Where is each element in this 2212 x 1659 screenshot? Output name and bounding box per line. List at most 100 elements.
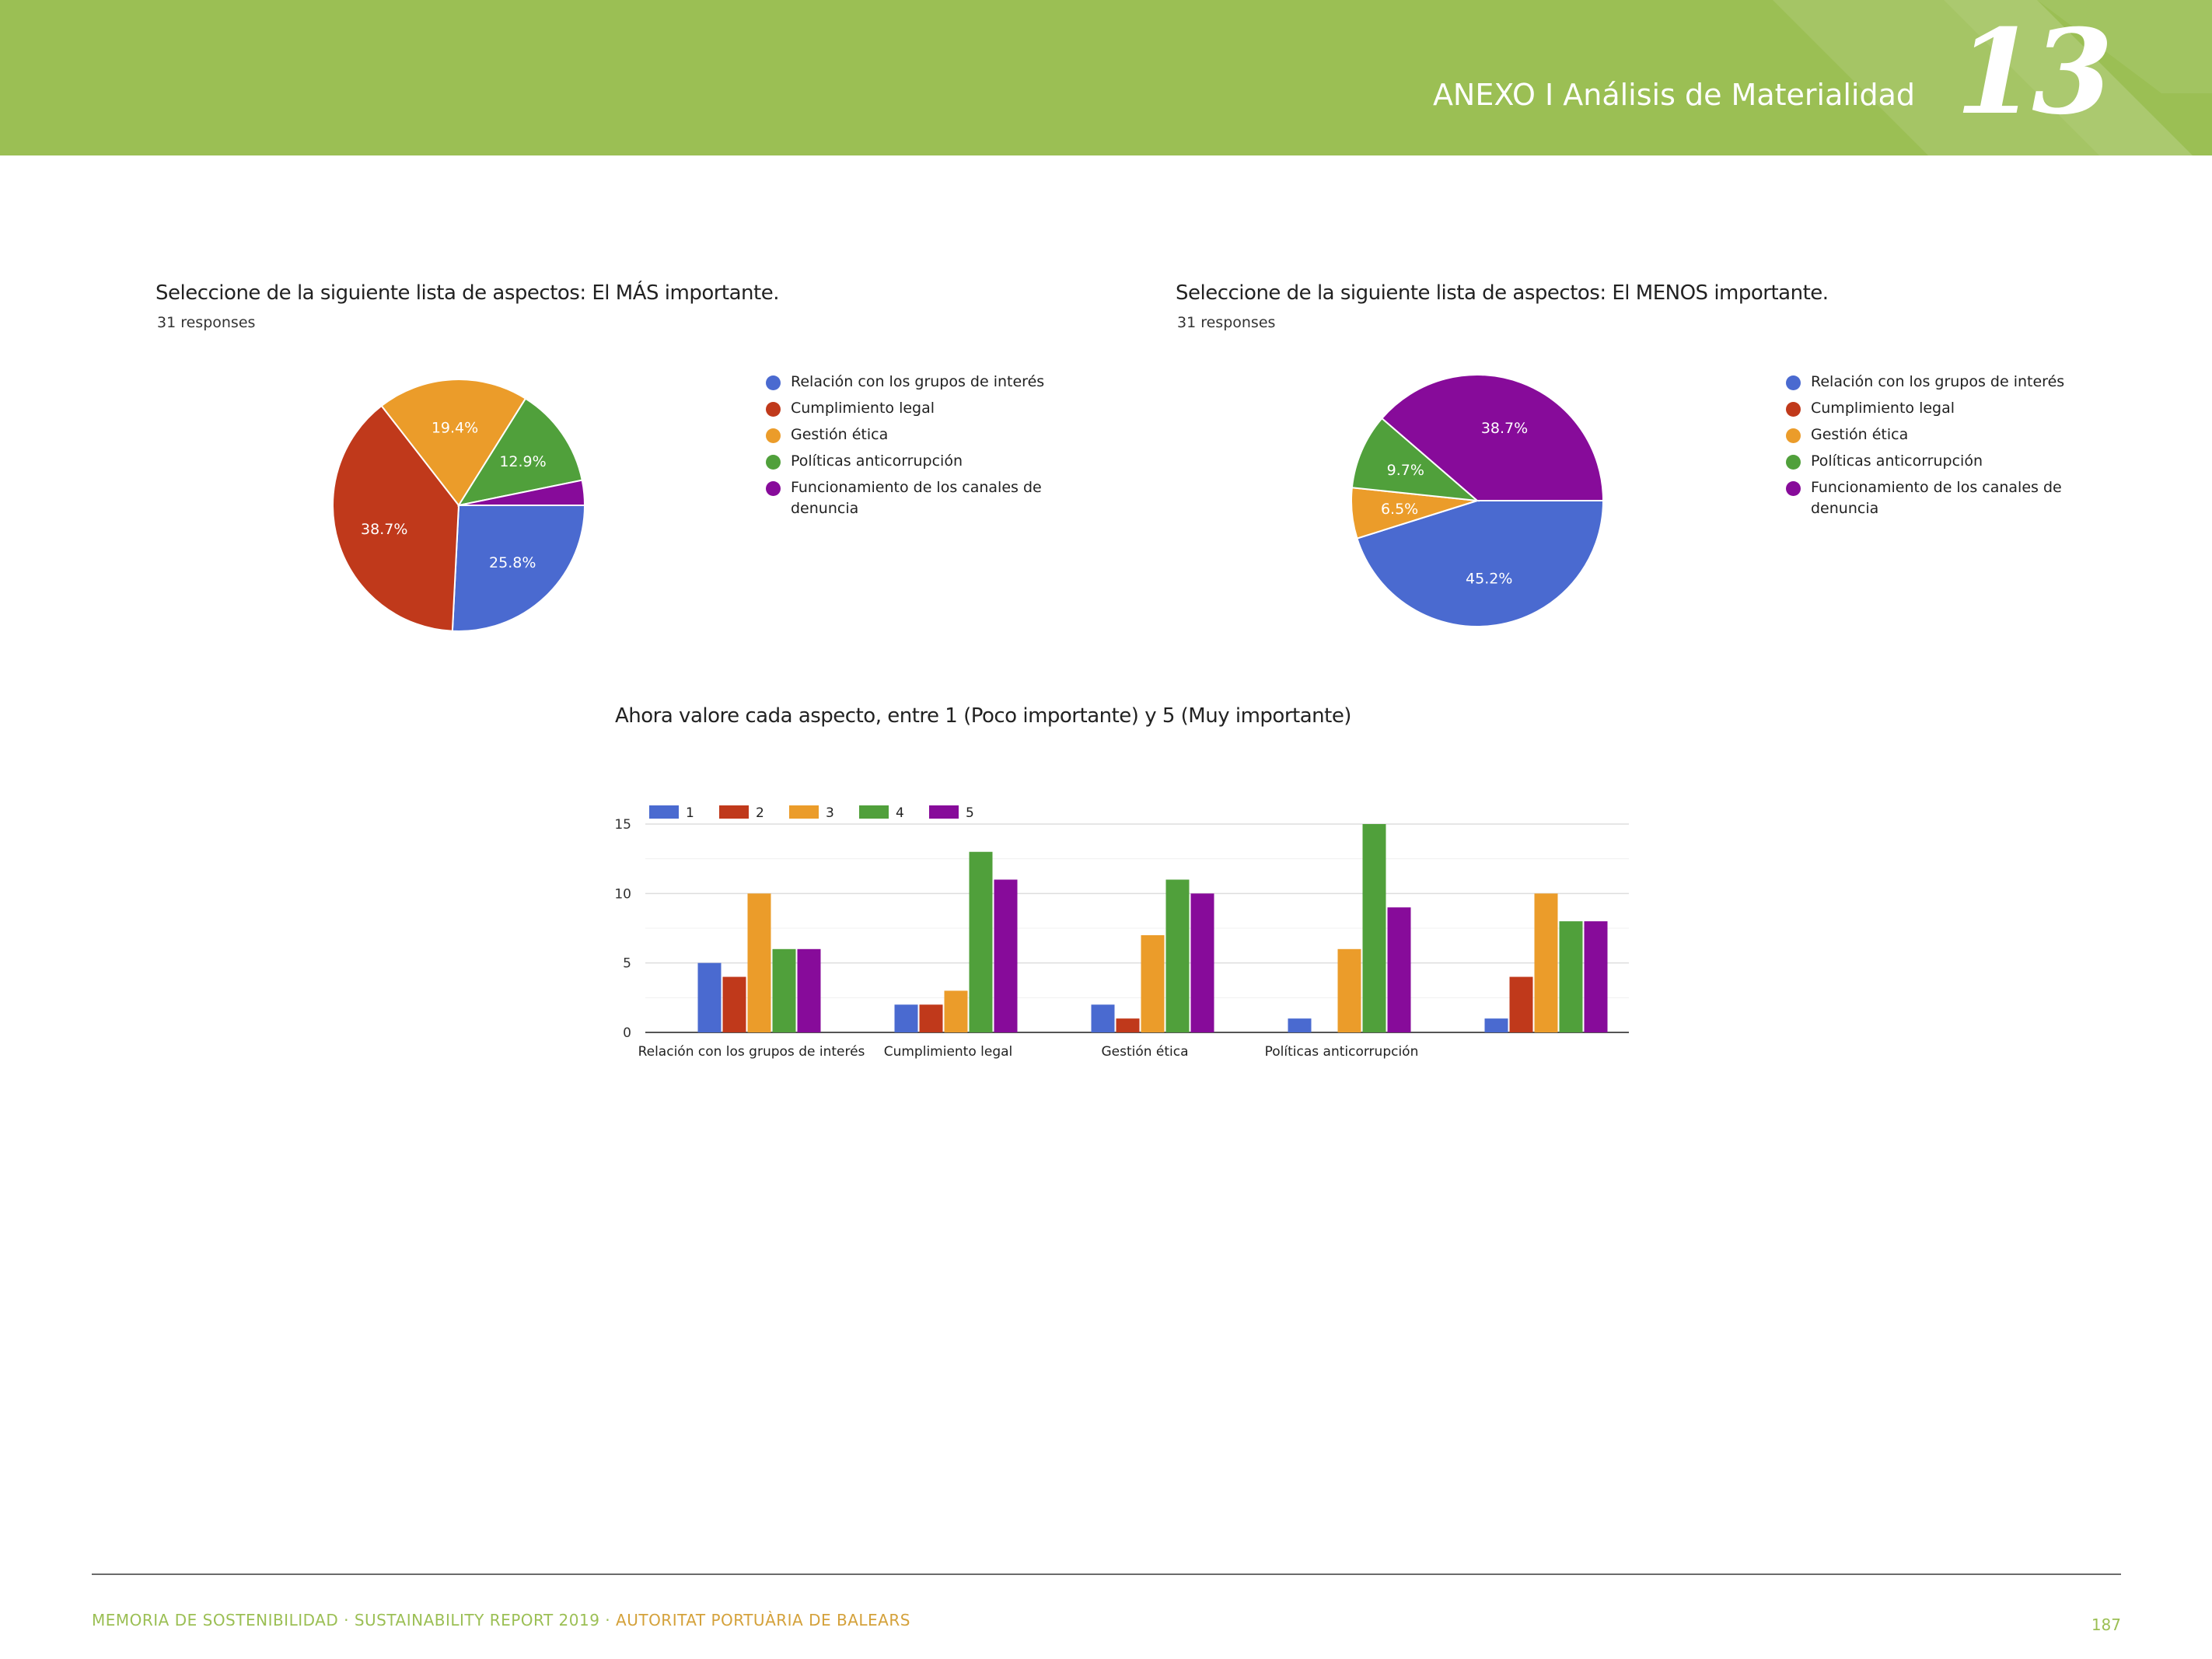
pie1-slice-label-3: 19.4%: [432, 420, 478, 437]
footer-organization: AUTORITAT PORTUÀRIA DE BALEARS: [616, 1611, 910, 1629]
bar-1-series-5: [797, 948, 821, 1032]
pie2-legend-swatch: [1786, 481, 1801, 496]
bar-1-series-3: [747, 893, 771, 1032]
bar-legend-label: 2: [756, 805, 764, 821]
bar-y-tick-label: 10: [614, 886, 631, 902]
bar-legend-label: 1: [686, 805, 694, 821]
pie1-legend-swatch: [766, 402, 781, 417]
pie1-legend-label: Políticas anticorrupción: [791, 452, 963, 470]
pie2-legend-item: Cumplimiento legal: [1786, 398, 2112, 419]
pie2-slice-1: [1356, 500, 1605, 627]
pie1-legend-label: Relación con los grupos de interés: [791, 373, 1045, 390]
pie1-legend-swatch: [766, 481, 781, 496]
bar-legend-swatch: [859, 805, 889, 819]
pie1-slice-5: [458, 479, 586, 506]
bar-legend-label: 4: [896, 805, 904, 821]
page-number: 187: [2091, 1615, 2121, 1634]
bar-2-series-4: [969, 851, 993, 1032]
header-title: ANEXO I Análisis de Materialidad: [1432, 78, 1915, 112]
pie2-legend-label: Relación con los grupos de interés: [1811, 373, 2065, 390]
pie1-legend-item: Gestión ética: [766, 424, 1092, 445]
bar-legend-label: 5: [966, 805, 974, 821]
pie1-legend-swatch: [766, 428, 781, 443]
pie2-legend: Relación con los grupos de interés Cumpli…: [1786, 372, 2112, 525]
header-decoration: [1773, 0, 2212, 155]
bar-x-tick-label: Relación con los grupos de interés: [638, 1044, 865, 1060]
bar-2-series-3: [944, 990, 968, 1032]
bar-4-series-5: [1387, 907, 1411, 1032]
bar-4-series-4: [1362, 824, 1386, 1032]
pie1-slice-label-4: 12.9%: [499, 453, 546, 470]
bar-2-series-2: [919, 1004, 943, 1032]
bar-5-series-2: [1509, 976, 1533, 1032]
pie1-slice-3: [380, 379, 527, 507]
bar-legend-swatch: [649, 805, 679, 819]
bar-3-series-2: [1116, 1018, 1140, 1032]
pie2-slice-label-3: 6.5%: [1381, 501, 1418, 518]
pie2-legend-item: Funcionamiento de los canales de denunci…: [1786, 477, 2112, 519]
pie2-legend-item: Políticas anticorrupción: [1786, 451, 2112, 472]
bar-5-series-1: [1484, 1018, 1508, 1032]
page-header: ANEXO I Análisis de Materialidad 13: [0, 0, 2212, 155]
bar-title: Ahora valore cada aspecto, entre 1 (Poco…: [615, 704, 1351, 728]
pie1-subtitle: 31 responses: [157, 314, 256, 331]
pie1-slice-2: [332, 404, 460, 632]
pie1-legend-item: Cumplimiento legal: [766, 398, 1092, 419]
bar-1-series-1: [697, 962, 722, 1032]
pie1-legend: Relación con los grupos de interés Cumpli…: [766, 372, 1092, 525]
bar-x-tick-label: Cumplimiento legal: [884, 1044, 1013, 1060]
bar-x-tick-label: Gestión ética: [1101, 1044, 1188, 1060]
pie2-legend-label: Cumplimiento legal: [1811, 400, 1955, 417]
pie2-legend-label: Políticas anticorrupción: [1811, 452, 1983, 470]
pie2-legend-swatch: [1786, 455, 1801, 470]
bar-5-series-4: [1559, 921, 1583, 1032]
bar-1-series-2: [722, 976, 746, 1032]
bar-3-series-4: [1165, 879, 1190, 1032]
pie1-slice-label-1: 25.8%: [489, 554, 536, 571]
pie1-legend-swatch: [766, 375, 781, 390]
pie2-legend-swatch: [1786, 402, 1801, 417]
bar-2-series-1: [894, 1004, 918, 1032]
pie1-slice-1: [451, 505, 586, 632]
pie1-legend-label: Funcionamiento de los canales de denunci…: [791, 479, 1042, 517]
bar-y-tick-label: 15: [614, 817, 631, 833]
pie2-legend-item: Relación con los grupos de interés: [1786, 372, 2112, 393]
bar-1-series-4: [772, 948, 796, 1032]
bar-5-series-5: [1584, 921, 1608, 1032]
bar-x-tick-label: Políticas anticorrupción: [1265, 1044, 1419, 1060]
pie1-legend-item: Políticas anticorrupción: [766, 451, 1092, 472]
chapter-number: 13: [1955, 4, 2113, 141]
pie1-legend-swatch: [766, 455, 781, 470]
pie2-legend-item: Gestión ética: [1786, 424, 2112, 445]
bar-legend-swatch: [929, 805, 959, 819]
pie1-legend-item: Funcionamiento de los canales de denunci…: [766, 477, 1092, 519]
bar-2-series-5: [994, 879, 1018, 1032]
footer-divider: [92, 1573, 2121, 1575]
pie1-title: Seleccione de la siguiente lista de aspe…: [156, 281, 779, 305]
bar-3-series-1: [1091, 1004, 1115, 1032]
pie1-legend-label: Gestión ética: [791, 426, 889, 443]
bar-4-series-3: [1337, 948, 1361, 1032]
pie2-legend-label: Gestión ética: [1811, 426, 1909, 443]
bar-y-tick-label: 5: [623, 956, 631, 972]
pie1-slice-4: [456, 397, 583, 507]
pie2-slice-label-4: 9.7%: [1387, 462, 1424, 479]
pie2-legend-swatch: [1786, 428, 1801, 443]
pie2-legend-swatch: [1786, 375, 1801, 390]
pie2-slice-label-1: 45.2%: [1466, 570, 1512, 587]
bar-legend-label: 3: [826, 805, 834, 821]
pie2-slice-label-5: 38.7%: [1481, 420, 1528, 437]
bar-3-series-3: [1141, 934, 1165, 1032]
pie2-slice-4: [1351, 417, 1480, 502]
footer-report: MEMORIA DE SOSTENIBILIDAD · SUSTAINABILI…: [92, 1611, 617, 1629]
bar-3-series-5: [1190, 893, 1214, 1032]
pie1-slice-label-2: 38.7%: [361, 521, 407, 538]
bar-4-series-1: [1288, 1018, 1312, 1032]
pie-chart-least-important: 45.2% 6.5% 9.7% 38.7%: [1351, 374, 1605, 627]
pie2-slice-5: [1380, 374, 1605, 501]
bar-y-tick-label: 0: [623, 1025, 631, 1041]
footer-text: MEMORIA DE SOSTENIBILIDAD · SUSTAINABILI…: [92, 1611, 910, 1629]
bar-legend-swatch: [789, 805, 819, 819]
pie1-legend-item: Relación con los grupos de interés: [766, 372, 1092, 393]
